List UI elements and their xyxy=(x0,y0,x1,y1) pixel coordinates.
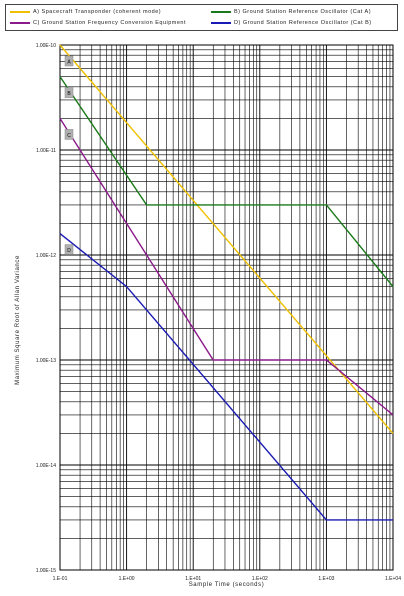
series-marker-c: C xyxy=(64,129,74,140)
series-marker-label-b: B xyxy=(67,91,71,97)
series-marker-label-d: D xyxy=(67,248,71,254)
series-marker-d: D xyxy=(64,244,74,255)
series-line-d xyxy=(59,233,393,521)
y-tick-label: 1.00E-14 xyxy=(36,463,57,469)
x-tick-label: 1.E+01 xyxy=(185,576,201,582)
series-line-b xyxy=(59,76,394,288)
y-tick-label: 1.00E-15 xyxy=(36,568,57,574)
legend-item-d: D) Ground Station Reference Oscillator (… xyxy=(211,18,372,29)
y-tick-label: 1.00E-10 xyxy=(36,43,57,49)
series-line-a xyxy=(59,44,394,434)
x-axis-label: Sample Time (seconds) xyxy=(188,582,265,588)
legend-item-b: B) Ground Station Reference Oscillator (… xyxy=(211,7,371,18)
x-tick-label: 1.E+04 xyxy=(385,576,401,582)
legend-label-c: C) Ground Station Frequency Conversion E… xyxy=(33,20,187,26)
plot-frame xyxy=(59,44,394,571)
chart-legend: A) Spacecraft Transponder (coherent mode… xyxy=(5,4,398,31)
legend-item-a: A) Spacecraft Transponder (coherent mode… xyxy=(10,7,161,18)
legend-swatch-a xyxy=(10,10,30,13)
x-tick-label: 1.E+02 xyxy=(252,576,268,582)
series-markers: A B C D xyxy=(64,55,74,255)
series-marker-b: B xyxy=(64,87,74,98)
y-tick-label: 1.00E-11 xyxy=(36,148,56,154)
legend-label-b: B) Ground Station Reference Oscillator (… xyxy=(234,9,372,15)
grid-minor xyxy=(60,45,393,570)
y-tick-label: 1.00E-13 xyxy=(36,358,57,364)
series-marker-label-a: A xyxy=(67,60,71,66)
legend-swatch-b xyxy=(211,10,231,13)
legend-swatch-c xyxy=(10,21,30,24)
legend-item-c: C) Ground Station Frequency Conversion E… xyxy=(10,18,186,29)
y-tick-label: 1.00E-12 xyxy=(36,253,57,259)
x-tick-label: 1.E+03 xyxy=(318,576,334,582)
legend-label-d: D) Ground Station Reference Oscillator (… xyxy=(234,20,372,26)
series-line-c xyxy=(59,118,394,416)
series-marker-label-c: C xyxy=(67,133,71,139)
legend-label-a: A) Spacecraft Transponder (coherent mode… xyxy=(33,9,162,15)
series-layer xyxy=(59,44,394,521)
legend-swatch-d xyxy=(211,21,231,24)
grid-major xyxy=(59,45,393,571)
x-tick-label: 1.E+00 xyxy=(119,576,135,582)
series-marker-a: A xyxy=(64,55,74,67)
x-tick-label: 1.E-01 xyxy=(53,576,68,582)
y-axis-label: Maximum Square Root of Allan Variance xyxy=(15,255,21,385)
tick-labels: 1.00E-10 1.00E-11 1.00E-12 1.00E-13 1.00E-14… xyxy=(36,43,402,582)
